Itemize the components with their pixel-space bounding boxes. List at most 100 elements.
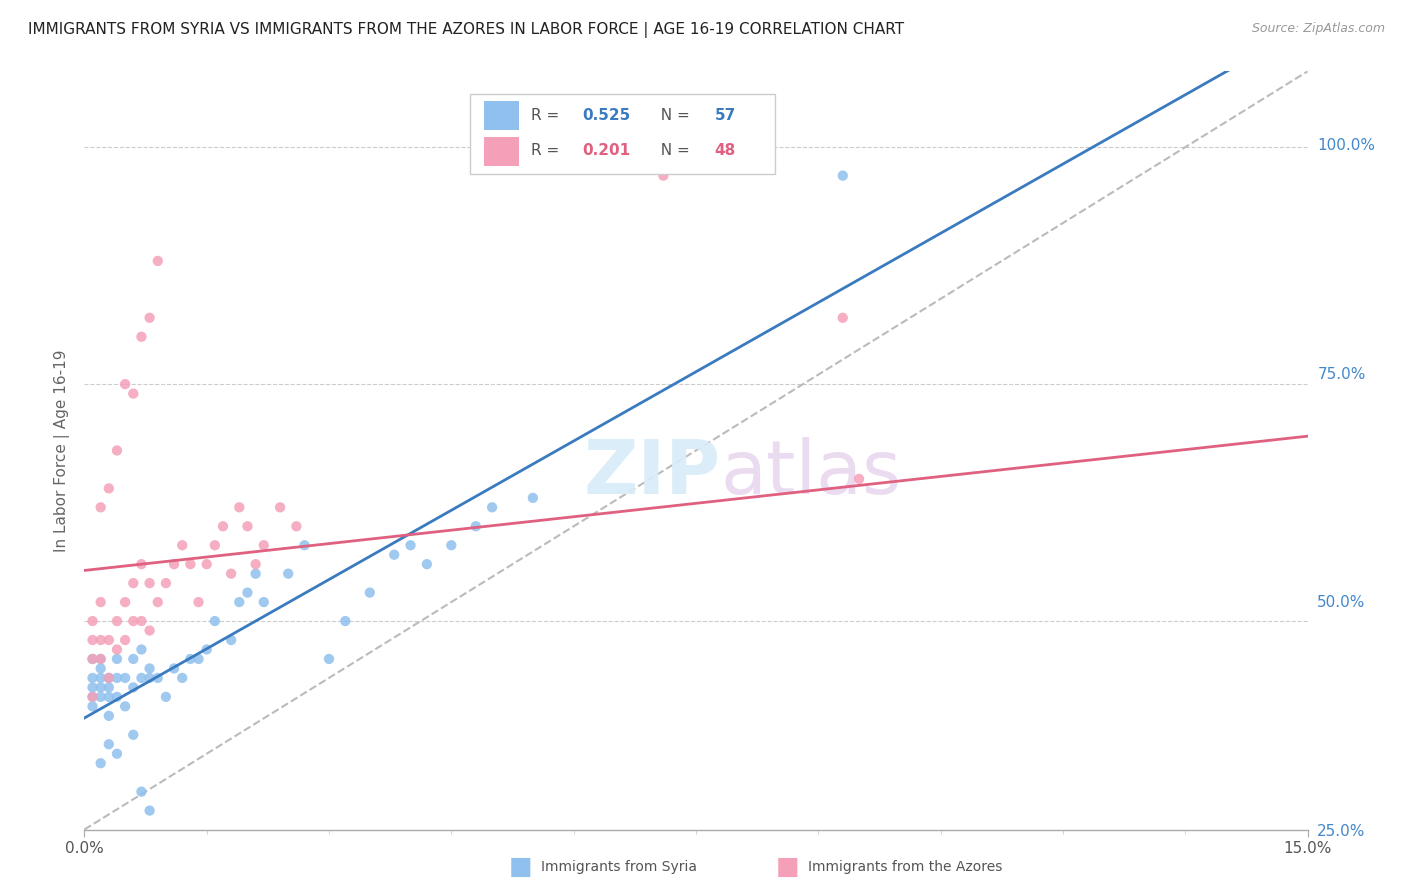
Text: 0.525: 0.525 (582, 108, 630, 123)
Point (172, 538, 194, 552)
Point (172, 671, 194, 685)
Point (105, 747, 128, 761)
Point (245, 566, 267, 581)
Point (440, 538, 463, 552)
Point (163, 557, 186, 572)
Point (236, 585, 259, 599)
Point (219, 566, 242, 581)
Point (245, 557, 267, 572)
Point (187, 652, 209, 666)
Point (105, 652, 128, 666)
Point (90, 671, 112, 685)
Point (212, 519, 235, 533)
Point (122, 576, 145, 591)
Text: atlas: atlas (720, 437, 901, 509)
Text: 57: 57 (714, 108, 735, 123)
Point (269, 500, 291, 515)
Point (195, 557, 218, 572)
Point (105, 671, 128, 685)
Point (97, 737, 120, 751)
Text: 0.201: 0.201 (582, 144, 630, 159)
Point (236, 519, 259, 533)
Point (82, 614, 104, 628)
Point (82, 633, 104, 648)
Text: 48: 48 (714, 144, 735, 159)
Point (122, 614, 145, 628)
Point (155, 576, 177, 591)
Point (82, 671, 104, 685)
Point (114, 671, 136, 685)
Point (90, 690, 112, 704)
Point (187, 595, 209, 609)
Point (138, 671, 160, 685)
Point (97, 681, 120, 695)
Point (114, 377, 136, 392)
Point (97, 633, 120, 648)
Point (90, 661, 112, 675)
Point (228, 595, 250, 609)
Point (97, 709, 120, 723)
Point (131, 642, 153, 657)
Point (146, 671, 169, 685)
Point (204, 614, 226, 628)
Point (82, 690, 104, 704)
Point (163, 661, 186, 675)
Point (105, 642, 128, 657)
Point (97, 671, 120, 685)
Point (481, 500, 503, 515)
Point (253, 538, 276, 552)
Point (114, 595, 136, 609)
Point (90, 652, 112, 666)
Point (219, 633, 242, 648)
Point (90, 595, 112, 609)
Point (382, 548, 405, 562)
Point (114, 699, 136, 714)
Point (90, 652, 112, 666)
Text: ■: ■ (509, 855, 531, 879)
Text: ■: ■ (776, 855, 799, 879)
Point (82, 652, 104, 666)
Point (522, 491, 544, 505)
Point (155, 690, 177, 704)
Point (399, 538, 422, 552)
Y-axis label: In Labor Force | Age 16-19: In Labor Force | Age 16-19 (55, 349, 70, 552)
Point (82, 690, 104, 704)
Point (131, 785, 153, 799)
Point (138, 624, 160, 638)
Point (82, 699, 104, 714)
Point (122, 386, 145, 401)
Point (105, 443, 128, 458)
Bar (470, 95, 776, 174)
Bar (484, 137, 519, 166)
Point (253, 595, 276, 609)
Point (105, 690, 128, 704)
Point (122, 681, 145, 695)
Point (464, 519, 486, 533)
Point (90, 756, 112, 771)
Point (122, 728, 145, 742)
Point (179, 557, 201, 572)
Point (131, 671, 153, 685)
Point (90, 681, 112, 695)
Point (82, 652, 104, 666)
Point (131, 557, 153, 572)
Point (138, 310, 160, 325)
Point (294, 538, 316, 552)
Text: IMMIGRANTS FROM SYRIA VS IMMIGRANTS FROM THE AZORES IN LABOR FORCE | AGE 16-19 C: IMMIGRANTS FROM SYRIA VS IMMIGRANTS FROM… (28, 22, 904, 38)
Point (131, 614, 153, 628)
Point (359, 585, 381, 599)
Point (105, 614, 128, 628)
Bar (484, 101, 519, 129)
Point (228, 500, 250, 515)
Point (90, 500, 112, 515)
Point (122, 652, 145, 666)
Text: N =: N = (651, 108, 695, 123)
Point (97, 671, 120, 685)
Point (146, 254, 169, 268)
Text: R =: R = (531, 144, 564, 159)
Point (82, 681, 104, 695)
Point (131, 330, 153, 344)
Point (204, 538, 226, 552)
Point (285, 519, 308, 533)
Point (831, 310, 853, 325)
